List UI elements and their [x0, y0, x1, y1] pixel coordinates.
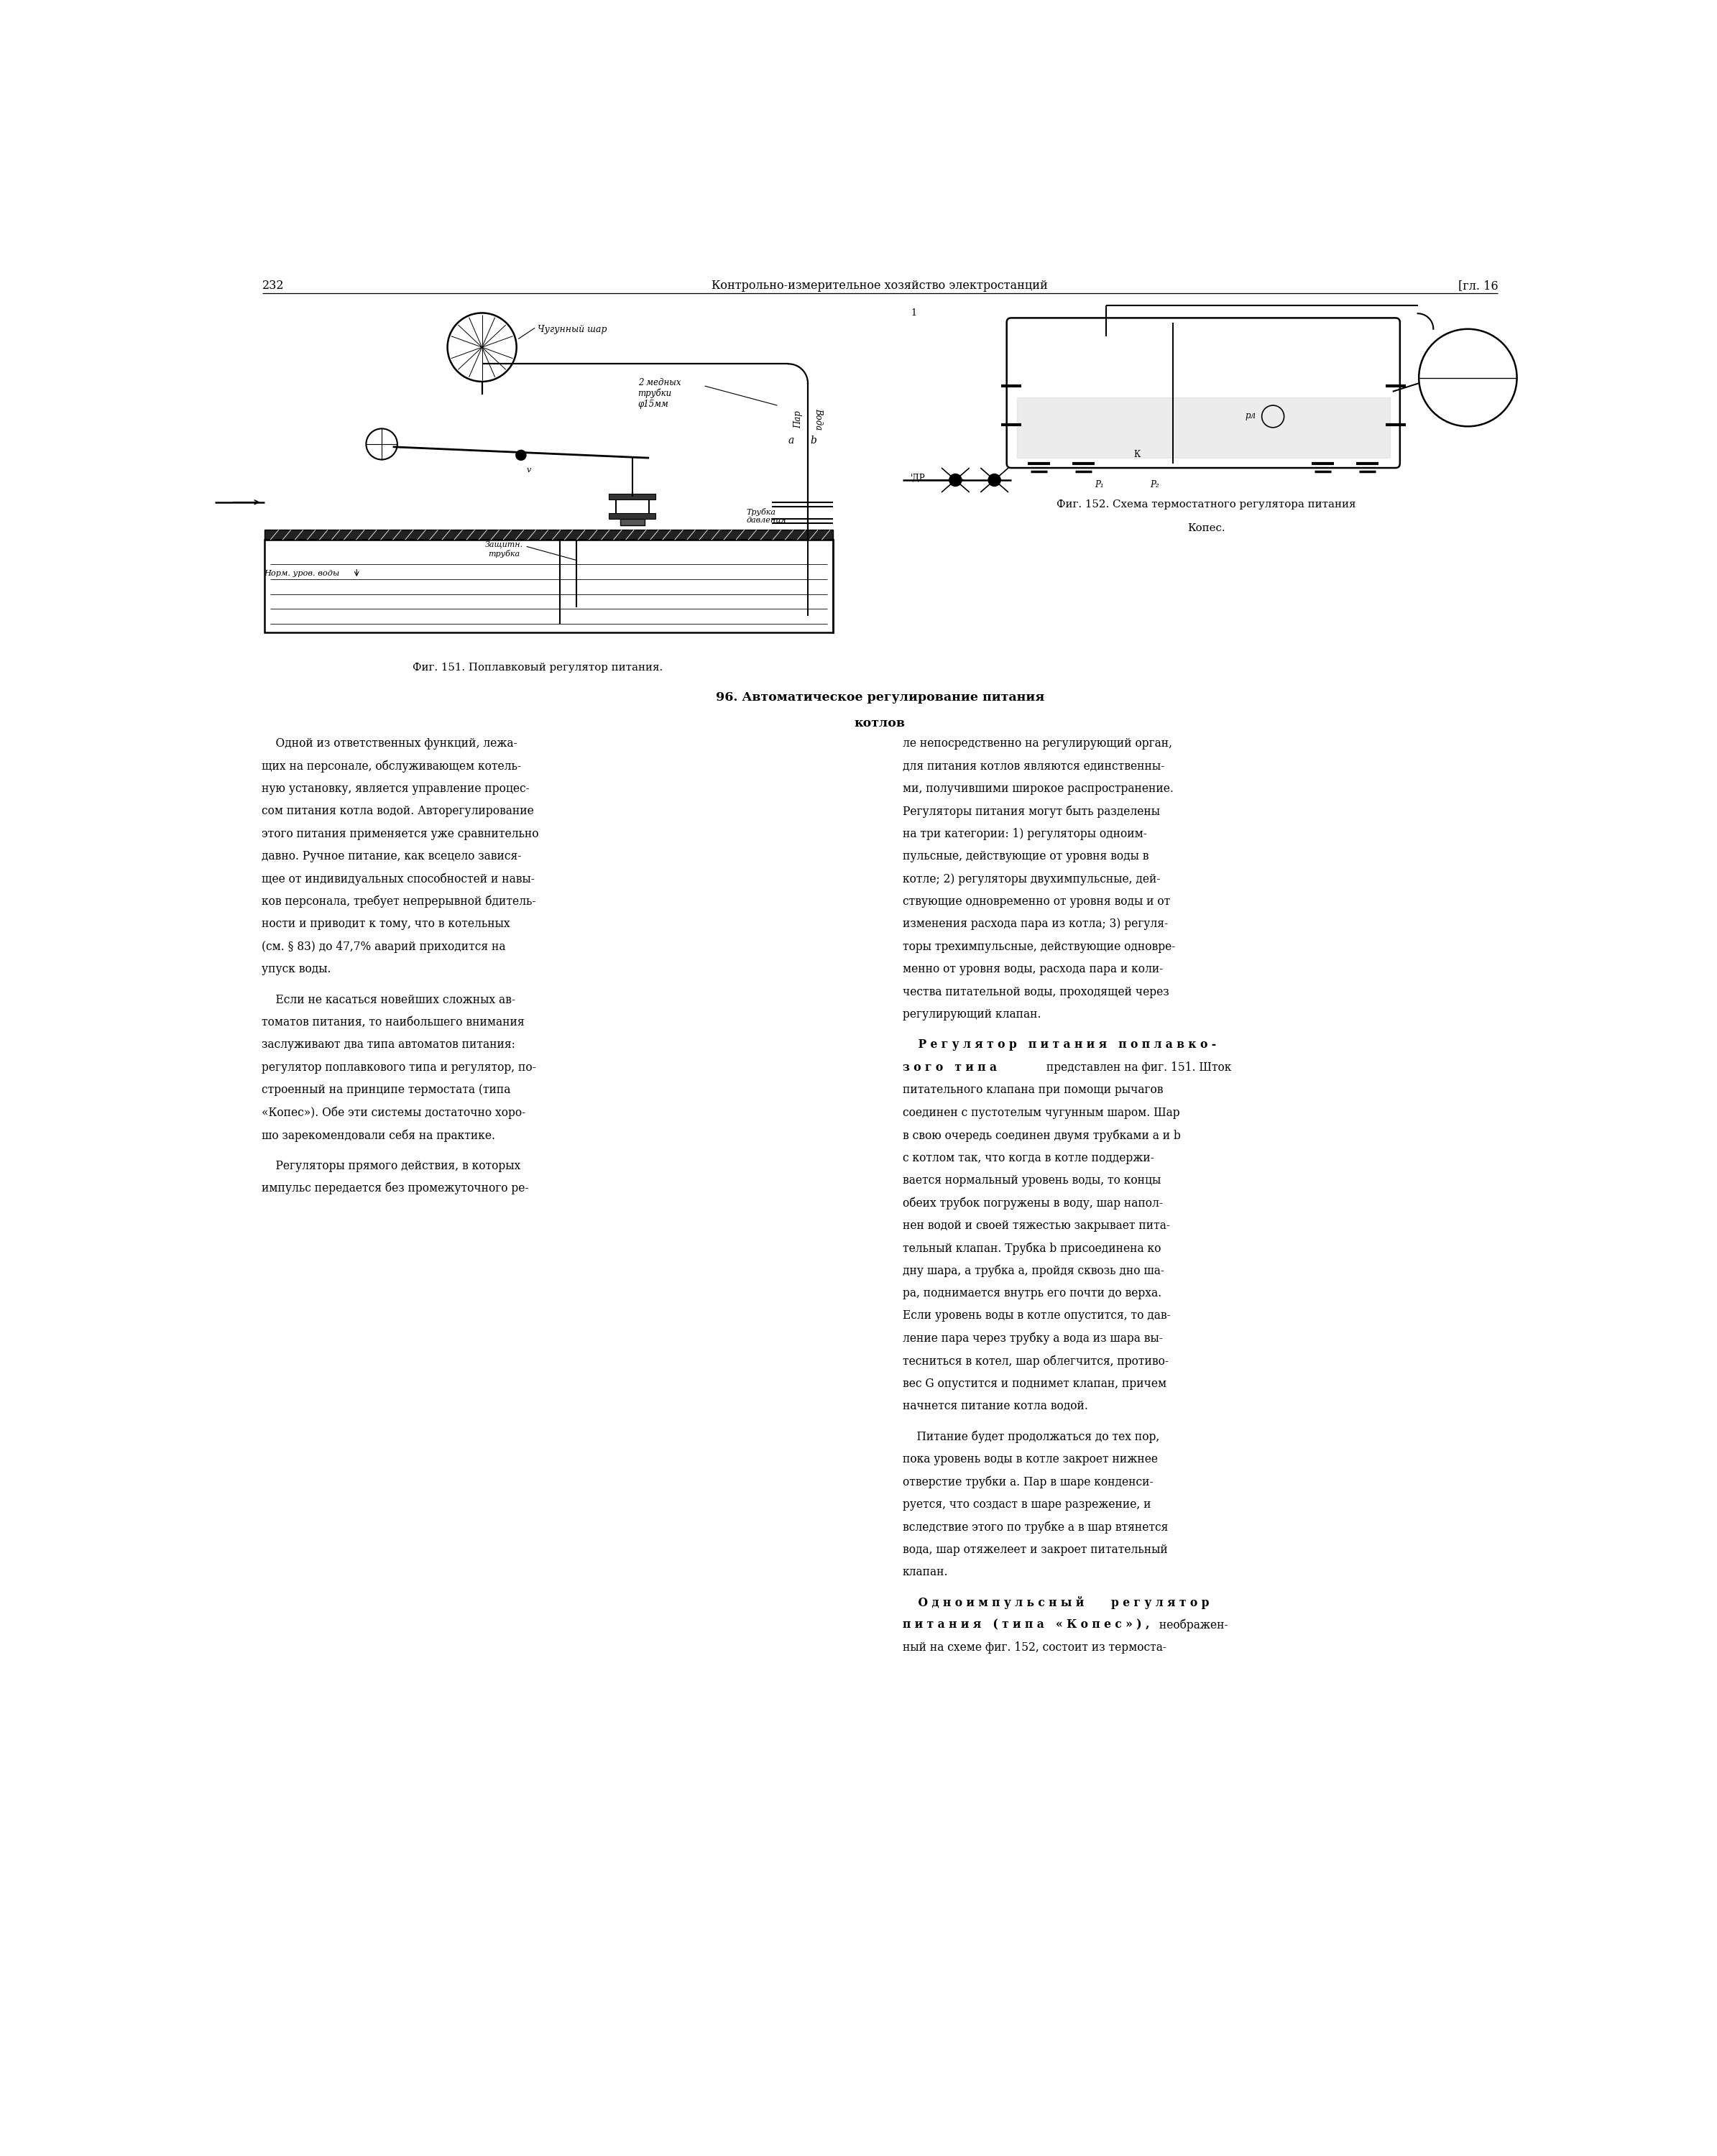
Text: заслуживают два типа автоматов питания:: заслуживают два типа автоматов питания: [263, 1039, 515, 1050]
Text: Если уровень воды в котле опустится, то дав-: Если уровень воды в котле опустится, то … [903, 1309, 1171, 1322]
Text: котле; 2) регуляторы двухимпульсные, дей-: котле; 2) регуляторы двухимпульсные, дей… [903, 873, 1161, 886]
Text: v: v [527, 466, 531, 474]
Text: 96. Автоматическое регулирование питания: 96. Автоматическое регулирование питания [716, 692, 1044, 703]
Text: ности и приводит к тому, что в котельных: ности и приводит к тому, что в котельных [263, 918, 510, 929]
Text: обеих трубок погружены в воду, шар напол-: обеих трубок погружены в воду, шар напол… [903, 1197, 1162, 1210]
Text: строенный на принципе термостата (типа: строенный на принципе термостата (типа [263, 1084, 512, 1095]
Text: P₂: P₂ [1150, 481, 1159, 489]
Text: соединен с пустотелым чугунным шаром. Шар: соединен с пустотелым чугунным шаром. Ша… [903, 1106, 1180, 1119]
Text: представлен на фиг. 151. Шток: представлен на фиг. 151. Шток [1042, 1061, 1231, 1074]
Text: сом питания котла водой. Авторегулирование: сом питания котла водой. Авторегулирован… [263, 804, 534, 817]
Text: томатов питания, то наибольшего внимания: томатов питания, то наибольшего внимания [263, 1015, 525, 1028]
Text: Фиг. 151. Поплавковый регулятор питания.: Фиг. 151. Поплавковый регулятор питания. [412, 662, 663, 673]
Text: вследствие этого по трубке а в шар втянется: вследствие этого по трубке а в шар втяне… [903, 1520, 1168, 1533]
Text: этого питания применяется уже сравнительно: этого питания применяется уже сравнитель… [263, 828, 539, 841]
Text: регулирующий клапан.: регулирующий клапан. [903, 1009, 1041, 1020]
Text: Р е г у л я т о р   п и т а н и я   п о п л а в к о -: Р е г у л я т о р п и т а н и я п о п л … [903, 1039, 1216, 1050]
Text: 2 медных
трубки
φ15мм: 2 медных трубки φ15мм [639, 377, 680, 410]
Text: Если не касаться новейших сложных ав-: Если не касаться новейших сложных ав- [263, 994, 515, 1007]
Text: [гл. 16: [гл. 16 [1458, 280, 1497, 291]
Text: руется, что создаст в шаре разрежение, и: руется, что создаст в шаре разрежение, и [903, 1498, 1150, 1511]
Text: тесниться в котел, шар облегчится, противо-: тесниться в котел, шар облегчится, проти… [903, 1354, 1169, 1367]
Text: щих на персонале, обслуживающем котель-: щих на персонале, обслуживающем котель- [263, 759, 522, 772]
Text: ков персонала, требует непрерывной бдитель-: ков персонала, требует непрерывной бдите… [263, 895, 536, 908]
Bar [620, 515, 644, 526]
Text: «Копес»). Обе эти системы достаточно хоро-: «Копес»). Обе эти системы достаточно хор… [263, 1106, 525, 1119]
Text: 'ДР: 'ДР [912, 474, 925, 483]
Text: ную установку, является управление процес-: ную установку, является управление проце… [263, 783, 531, 796]
Text: питательного клапана при помощи рычагов: питательного клапана при помощи рычагов [903, 1084, 1162, 1095]
Text: отверстие трубки а. Пар в шаре конденси-: отверстие трубки а. Пар в шаре конденси- [903, 1475, 1154, 1488]
Text: чества питательной воды, проходящей через: чества питательной воды, проходящей чере… [903, 985, 1169, 998]
Text: п и т а н и я   ( т и п а   « К о п е с » ) ,: п и т а н и я ( т и п а « К о п е с » ) … [903, 1619, 1149, 1632]
Text: вес G опустится и поднимет клапан, причем: вес G опустится и поднимет клапан, приче… [903, 1378, 1166, 1391]
Text: ствующие одновременно от уровня воды и от: ствующие одновременно от уровня воды и о… [903, 895, 1169, 908]
Text: щее от индивидуальных способностей и навы-: щее от индивидуальных способностей и нав… [263, 873, 536, 886]
Text: Одной из ответственных функций, лежа-: Одной из ответственных функций, лежа- [263, 737, 517, 750]
Text: ми, получившими широкое распространение.: ми, получившими широкое распространение. [903, 783, 1173, 796]
Text: Копес.: Копес. [1186, 524, 1224, 533]
Text: ление пара через трубку а вода из шара вы-: ление пара через трубку а вода из шара в… [903, 1332, 1162, 1345]
Text: вается нормальный уровень воды, то концы: вается нормальный уровень воды, то концы [903, 1175, 1161, 1186]
Circle shape [987, 474, 1001, 487]
Text: О д н о и м п у л ь с н ы й       р е г у л я т о р: О д н о и м п у л ь с н ы й р е г у л я … [903, 1595, 1209, 1608]
Text: давно. Ручное питание, как всецело завися-: давно. Ручное питание, как всецело завис… [263, 849, 522, 862]
Text: ный на схеме фиг. 152, состоит из термоста-: ный на схеме фиг. 152, состоит из термос… [903, 1641, 1166, 1654]
Text: 1: 1 [912, 308, 917, 317]
Bar [610, 494, 656, 500]
Text: рл: рл [1245, 412, 1255, 420]
Text: котлов: котлов [855, 718, 905, 729]
Text: импульс передается без промежуточного ре-: импульс передается без промежуточного ре… [263, 1181, 529, 1194]
Text: на три категории: 1) регуляторы одноим-: на три категории: 1) регуляторы одноим- [903, 828, 1147, 841]
Text: Чугунный шар: Чугунный шар [537, 326, 608, 334]
Bar [616, 496, 649, 515]
Text: клапан.: клапан. [903, 1565, 948, 1578]
Text: b: b [810, 436, 817, 446]
Text: тельный клапан. Трубка b присоединена ко: тельный клапан. Трубка b присоединена ко [903, 1242, 1161, 1255]
Text: вода, шар отяжелеет и закроет питательный: вода, шар отяжелеет и закроет питательны… [903, 1544, 1168, 1557]
Bar [610, 513, 656, 520]
Text: Трубка
давления: Трубка давления [747, 509, 786, 524]
Text: Защитн.
трубка: Защитн. трубка [486, 541, 524, 558]
Text: нен водой и своей тяжестью закрывает пита-: нен водой и своей тяжестью закрывает пит… [903, 1220, 1169, 1231]
Text: Норм. уров. воды: Норм. уров. воды [264, 569, 340, 578]
Text: для питания котлов являются единственны-: для питания котлов являются единственны- [903, 759, 1164, 772]
Text: Фиг. 152. Схема термостатного регулятора питания: Фиг. 152. Схема термостатного регулятора… [1056, 500, 1356, 509]
Text: P₁: P₁ [1095, 481, 1104, 489]
Circle shape [950, 474, 962, 487]
Text: Пар: Пар [793, 410, 804, 429]
Bar [264, 530, 833, 539]
Text: начнется питание котла водой.: начнется питание котла водой. [903, 1399, 1089, 1412]
Text: неображен-: неображен- [1156, 1619, 1228, 1632]
Text: Регуляторы прямого действия, в которых: Регуляторы прямого действия, в которых [263, 1160, 520, 1173]
Text: Питание будет продолжаться до тех пор,: Питание будет продолжаться до тех пор, [903, 1432, 1159, 1442]
Text: Вода: Вода [814, 407, 822, 429]
Text: регулятор поплавкового типа и регулятор, по-: регулятор поплавкового типа и регулятор,… [263, 1061, 536, 1074]
Text: з о г о   т и п а: з о г о т и п а [903, 1061, 998, 1074]
Text: ра, поднимается внутрь его почти до верха.: ра, поднимается внутрь его почти до верх… [903, 1287, 1161, 1300]
Text: (см. § 83) до 47,7% аварий приходится на: (см. § 83) до 47,7% аварий приходится на [263, 940, 507, 953]
Text: пока уровень воды в котле закроет нижнее: пока уровень воды в котле закроет нижнее [903, 1453, 1157, 1466]
Bar [264, 539, 833, 632]
Text: пульсные, действующие от уровня воды в: пульсные, действующие от уровня воды в [903, 849, 1149, 862]
Text: с котлом так, что когда в котле поддержи-: с котлом так, что когда в котле поддержи… [903, 1151, 1154, 1164]
Text: упуск воды.: упуск воды. [263, 964, 331, 975]
Text: К: К [1133, 451, 1140, 459]
Circle shape [515, 451, 527, 461]
Text: в свою очередь соединен двумя трубками а и b: в свою очередь соединен двумя трубками а… [903, 1130, 1181, 1143]
Text: Регуляторы питания могут быть разделены: Регуляторы питания могут быть разделены [903, 804, 1159, 817]
Text: торы трехимпульсные, действующие одновре-: торы трехимпульсные, действующие одновре… [903, 940, 1174, 953]
Text: ле непосредственно на регулирующий орган,: ле непосредственно на регулирующий орган… [903, 737, 1173, 750]
Text: менно от уровня воды, расхода пара и коли-: менно от уровня воды, расхода пара и кол… [903, 964, 1162, 975]
Text: изменения расхода пара из котла; 3) регуля-: изменения расхода пара из котла; 3) регу… [903, 918, 1168, 929]
Text: шо зарекомендовали себя на практике.: шо зарекомендовали себя на практике. [263, 1130, 496, 1143]
Text: дну шара, а трубка а, пройдя сквозь дно ша-: дну шара, а трубка а, пройдя сквозь дно … [903, 1266, 1164, 1276]
Text: а: а [788, 436, 795, 446]
Text: 232: 232 [263, 280, 283, 291]
Text: Контрольно-измерительное хозяйство электростанций: Контрольно-измерительное хозяйство элект… [713, 280, 1047, 291]
